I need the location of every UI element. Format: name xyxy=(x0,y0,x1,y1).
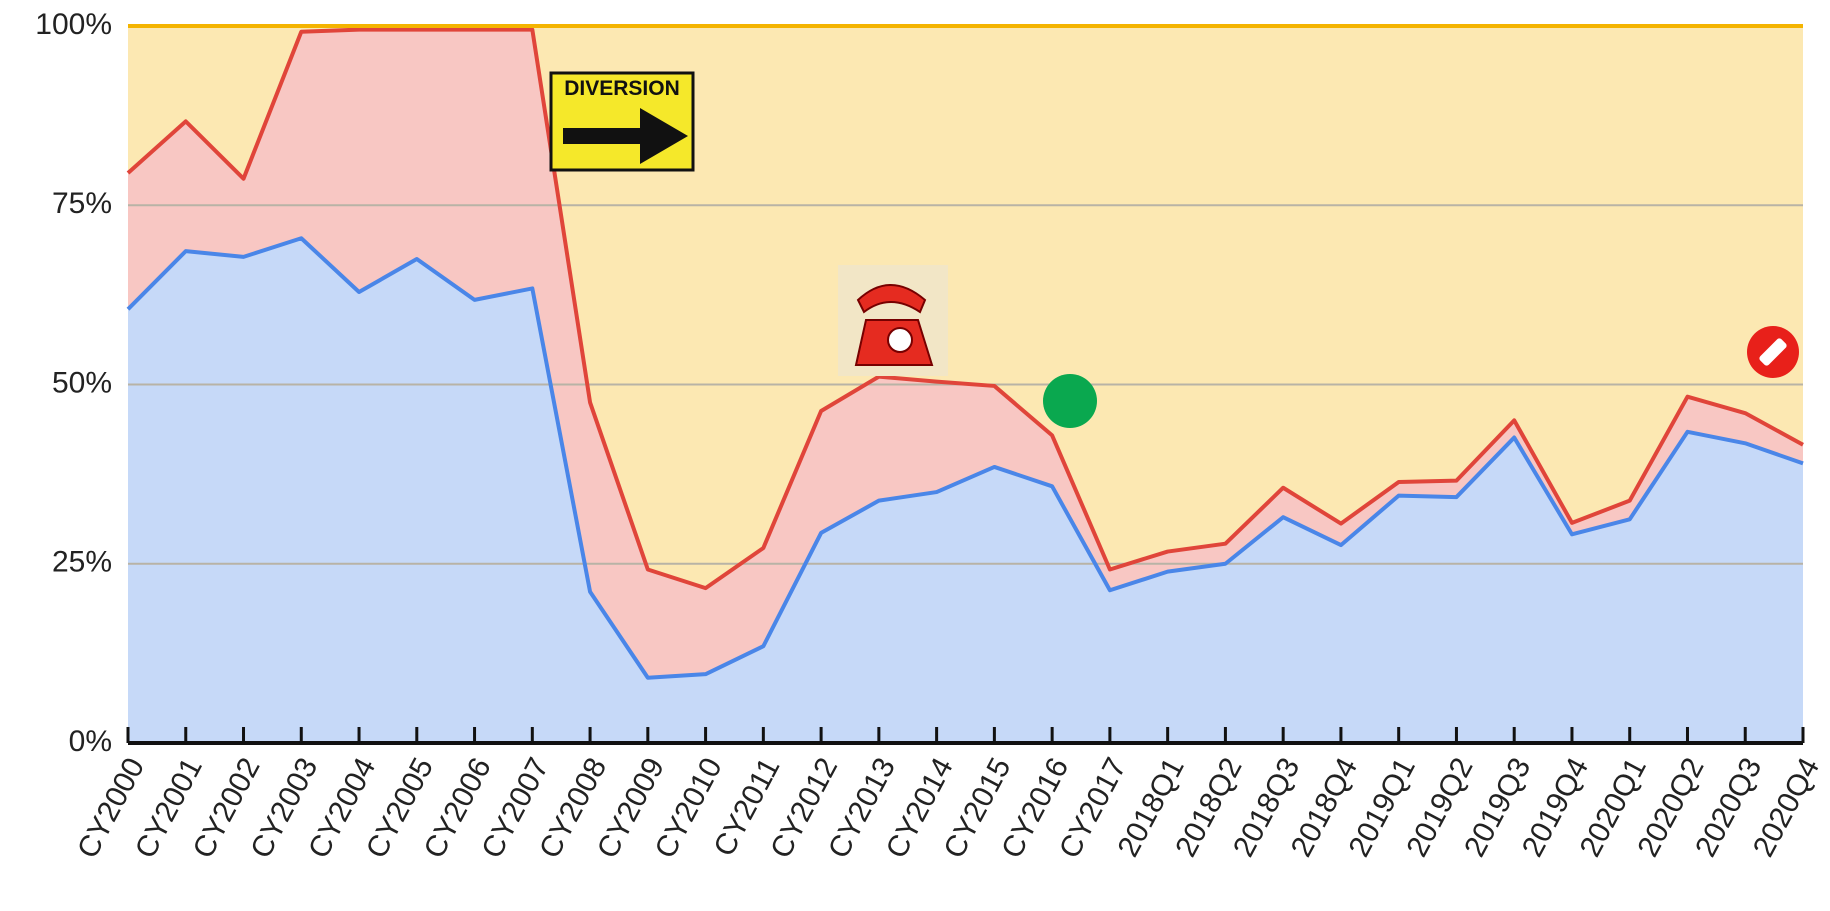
y-tick-label: 75% xyxy=(52,187,112,220)
chart: DIVERSION 0%25%50%75%100%CY2000CY2001CY2… xyxy=(0,0,1830,906)
telephone-dial xyxy=(888,328,912,352)
y-tick-label: 25% xyxy=(52,546,112,579)
diversion-text: DIVERSION xyxy=(564,77,680,100)
green-dot xyxy=(1043,374,1097,428)
y-tick-label: 100% xyxy=(35,8,112,41)
y-tick-label: 0% xyxy=(69,725,112,758)
plot-area xyxy=(128,26,1803,743)
y-tick-label: 50% xyxy=(52,366,112,399)
page: DIVERSION 0%25%50%75%100%CY2000CY2001CY2… xyxy=(0,0,1830,906)
